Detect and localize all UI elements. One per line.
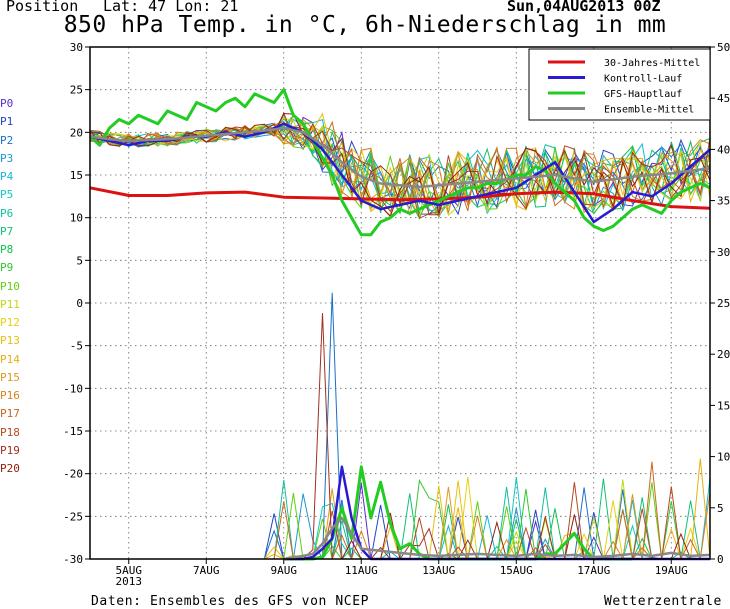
member-label-p12: P12 — [0, 316, 20, 329]
grid-lines — [90, 47, 710, 559]
member-label-p13: P13 — [0, 334, 20, 348]
legend-label-kontroll-lauf: Kontroll-Lauf — [604, 74, 682, 85]
chart-title: 850 hPa Temp. in °C, 6h-Niederschlag in … — [63, 12, 667, 38]
temp-line-30-jahres-mittel — [89, 186, 711, 210]
position-label: Position — [6, 0, 79, 15]
y-right-tick-label: 0 — [717, 553, 724, 566]
legend-label-gfs-hauptlauf: GFS-Hauptlauf — [604, 89, 682, 100]
temp-line-gfs-hauptlauf — [89, 88, 711, 237]
axis-ticks: 302520151050-5-10-15-20-25-3050454035302… — [63, 41, 730, 588]
member-label-p14: P14 — [0, 352, 20, 366]
y-left-tick-label: 0 — [76, 297, 83, 310]
legend-label-30-jahres-mittel: 30-Jahres-Mittel — [604, 58, 700, 69]
member-label-p3: P3 — [0, 151, 14, 165]
brand-label: Wetterzentrale — [604, 594, 722, 609]
member-line-p19 — [89, 123, 711, 216]
ensemble-member-lines — [89, 111, 711, 220]
y-left-tick-label: -10 — [63, 382, 83, 395]
x-year-label: 2013 — [116, 575, 143, 588]
x-tick-label: 19AUG — [655, 564, 688, 577]
member-label-p18: P18 — [0, 425, 20, 439]
y-left-tick-label: 15 — [70, 169, 83, 182]
x-tick-label: 15AUG — [500, 564, 533, 577]
member-label-p8: P8 — [0, 243, 14, 256]
y-right-tick-label: 45 — [717, 92, 730, 105]
y-left-tick-label: 5 — [76, 254, 83, 267]
x-tick-label: 9AUG — [271, 564, 298, 577]
x-tick-label: 17AUG — [577, 564, 610, 577]
legend-label-ensemble-mittel: Ensemble-Mittel — [604, 105, 694, 116]
y-left-tick-label: 25 — [70, 84, 83, 97]
member-label-p15: P15 — [0, 370, 20, 384]
y-left-tick-label: -15 — [63, 425, 83, 438]
y-left-tick-label: 30 — [70, 41, 83, 54]
member-label-p5: P5 — [0, 188, 14, 202]
data-source-note: Daten: Ensembles des GFS von NCEP — [91, 594, 370, 609]
y-left-tick-label: -5 — [70, 340, 83, 353]
y-right-tick-label: 30 — [717, 246, 730, 259]
member-line-p2 — [89, 114, 711, 210]
member-line-p20 — [90, 112, 711, 218]
member-line-p17 — [89, 120, 711, 212]
y-left-tick-label: 20 — [70, 126, 83, 139]
x-tick-label: 7AUG — [193, 564, 220, 577]
legend: 30-Jahres-Mittel Kontroll-Lauf GFS-Hauptla… — [528, 48, 711, 121]
y-left-tick-label: -30 — [63, 553, 83, 566]
y-right-tick-label: 40 — [717, 143, 730, 156]
y-left-tick-label: -25 — [63, 510, 83, 523]
member-label-p16: P16 — [0, 389, 20, 402]
member-label-p6: P6 — [0, 206, 14, 220]
member-precip-p19 — [264, 313, 710, 560]
location-coordinates: Lat: 47 Lon: 21 — [103, 0, 239, 15]
y-right-tick-label: 35 — [717, 195, 730, 208]
y-right-tick-label: 50 — [717, 41, 730, 54]
y-right-tick-label: 20 — [717, 348, 730, 361]
x-tick-label: 11AUG — [345, 564, 378, 577]
precip-line-ensemble-mittel — [283, 516, 711, 561]
member-label-p20: P20 — [0, 462, 20, 475]
y-right-tick-label: 25 — [717, 297, 730, 310]
y-right-tick-label: 10 — [717, 451, 730, 464]
member-label-p19: P19 — [0, 443, 20, 457]
model-run-time: Sun,04AUG2013 00Z — [507, 0, 661, 15]
x-tick-label: 5AUG — [116, 564, 143, 577]
y-left-tick-label: 10 — [70, 212, 83, 225]
member-label-p10: P10 — [0, 279, 20, 293]
member-label-p0: P0 — [0, 97, 14, 110]
member-line-p9 — [89, 114, 711, 219]
ensemble-member-precip-lines — [263, 292, 711, 561]
member-label-p7: P7 — [0, 224, 14, 238]
x-tick-label: 13AUG — [422, 564, 455, 577]
y-right-tick-label: 5 — [717, 502, 724, 515]
y-right-tick-label: 15 — [717, 399, 730, 412]
member-label-p1: P1 — [0, 115, 14, 129]
member-label-p17: P17 — [0, 407, 20, 421]
y-left-tick-label: -20 — [63, 468, 83, 481]
member-label-p9: P9 — [0, 261, 14, 275]
member-label-p4: P4 — [0, 170, 14, 183]
member-label-p2: P2 — [0, 133, 14, 147]
member-label-p11: P11 — [0, 297, 20, 311]
member-precip-p2 — [263, 292, 710, 560]
temp-line-ensemble-mittel — [89, 126, 711, 189]
